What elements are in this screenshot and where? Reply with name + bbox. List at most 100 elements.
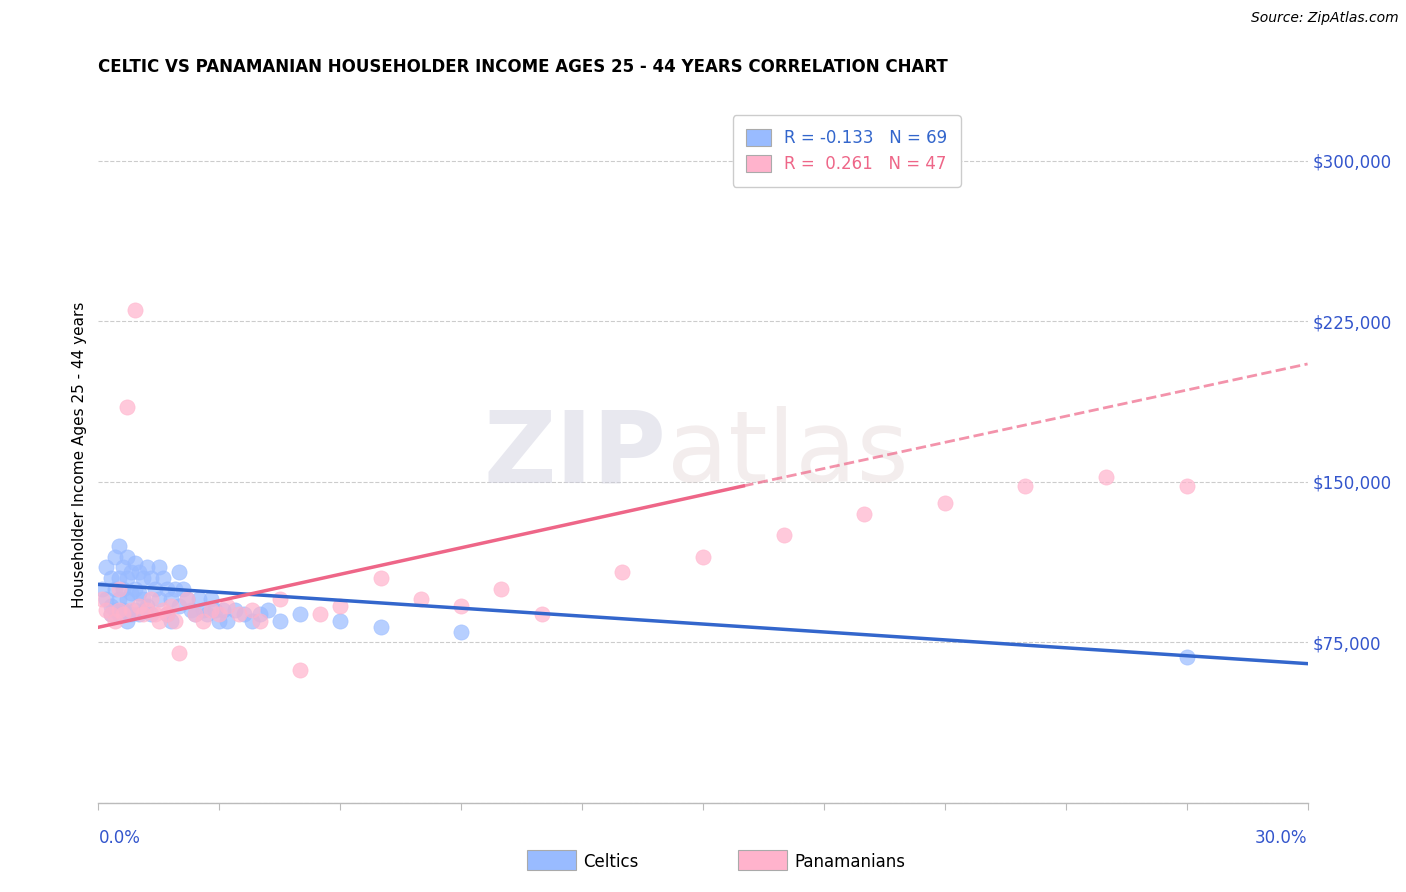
- Point: [1014, 479, 1036, 493]
- Point: [288, 607, 311, 622]
- Point: [772, 528, 794, 542]
- Text: 30.0%: 30.0%: [1256, 829, 1308, 847]
- Point: [148, 560, 170, 574]
- Point: [1175, 479, 1198, 493]
- Legend: R = -0.133   N = 69, R =  0.261   N = 47: R = -0.133 N = 69, R = 0.261 N = 47: [733, 115, 960, 186]
- Point: [91, 582, 114, 596]
- Point: [212, 603, 235, 617]
- Point: [128, 565, 150, 579]
- Point: [115, 614, 138, 628]
- Point: [240, 603, 263, 617]
- Point: [148, 592, 170, 607]
- Point: [184, 607, 207, 622]
- Point: [103, 614, 125, 628]
- Point: [132, 607, 155, 622]
- Point: [176, 592, 198, 607]
- Point: [139, 571, 162, 585]
- Point: [120, 565, 142, 579]
- Point: [172, 582, 194, 596]
- Point: [152, 571, 174, 585]
- Point: [91, 592, 114, 607]
- Point: [156, 607, 179, 622]
- Point: [853, 507, 876, 521]
- Point: [409, 592, 432, 607]
- Point: [132, 592, 155, 607]
- Point: [128, 607, 150, 622]
- Point: [1095, 470, 1118, 484]
- Point: [530, 607, 553, 622]
- Point: [120, 586, 142, 600]
- Point: [224, 603, 246, 617]
- Point: [115, 549, 138, 564]
- Point: [100, 607, 122, 622]
- Point: [103, 582, 125, 596]
- Point: [107, 582, 129, 596]
- Point: [156, 607, 179, 622]
- Point: [163, 614, 186, 628]
- Point: [208, 607, 231, 622]
- Point: [180, 603, 202, 617]
- Point: [107, 539, 129, 553]
- Point: [450, 599, 472, 613]
- Point: [111, 603, 134, 617]
- Point: [128, 599, 150, 613]
- Text: ZIP: ZIP: [484, 407, 666, 503]
- Point: [208, 614, 231, 628]
- Point: [612, 565, 634, 579]
- Point: [329, 599, 352, 613]
- Point: [370, 620, 392, 634]
- Point: [111, 582, 134, 596]
- Point: [143, 607, 166, 622]
- Point: [96, 603, 118, 617]
- Point: [1175, 650, 1198, 665]
- Point: [103, 603, 125, 617]
- Point: [249, 607, 271, 622]
- Point: [176, 592, 198, 607]
- Text: CELTIC VS PANAMANIAN HOUSEHOLDER INCOME AGES 25 - 44 YEARS CORRELATION CHART: CELTIC VS PANAMANIAN HOUSEHOLDER INCOME …: [98, 58, 948, 76]
- Text: atlas: atlas: [666, 407, 908, 503]
- Point: [217, 599, 239, 613]
- Point: [100, 599, 122, 613]
- Point: [152, 603, 174, 617]
- Point: [692, 549, 714, 564]
- Point: [163, 582, 186, 596]
- Point: [107, 592, 129, 607]
- Point: [188, 592, 211, 607]
- Point: [135, 603, 157, 617]
- Point: [934, 496, 956, 510]
- Point: [148, 614, 170, 628]
- Point: [232, 607, 254, 622]
- Point: [120, 603, 142, 617]
- Point: [139, 607, 162, 622]
- Point: [124, 603, 146, 617]
- Point: [135, 560, 157, 574]
- Point: [115, 571, 138, 585]
- Point: [240, 614, 263, 628]
- Point: [160, 599, 183, 613]
- Point: [115, 400, 138, 414]
- Point: [103, 549, 125, 564]
- Point: [249, 614, 271, 628]
- Text: Source: ZipAtlas.com: Source: ZipAtlas.com: [1251, 12, 1399, 25]
- Point: [217, 614, 239, 628]
- Point: [204, 603, 226, 617]
- Point: [269, 614, 291, 628]
- Point: [167, 565, 190, 579]
- Point: [288, 663, 311, 677]
- Point: [128, 586, 150, 600]
- Text: Panamanians: Panamanians: [794, 853, 905, 871]
- Point: [124, 582, 146, 596]
- Point: [228, 607, 250, 622]
- Point: [107, 603, 129, 617]
- Point: [200, 603, 222, 617]
- Point: [195, 607, 218, 622]
- Point: [120, 607, 142, 622]
- Point: [184, 607, 207, 622]
- Point: [143, 582, 166, 596]
- Point: [370, 571, 392, 585]
- Text: Celtics: Celtics: [583, 853, 638, 871]
- Point: [124, 303, 146, 318]
- Point: [124, 556, 146, 570]
- Point: [100, 571, 122, 585]
- Point: [167, 646, 190, 660]
